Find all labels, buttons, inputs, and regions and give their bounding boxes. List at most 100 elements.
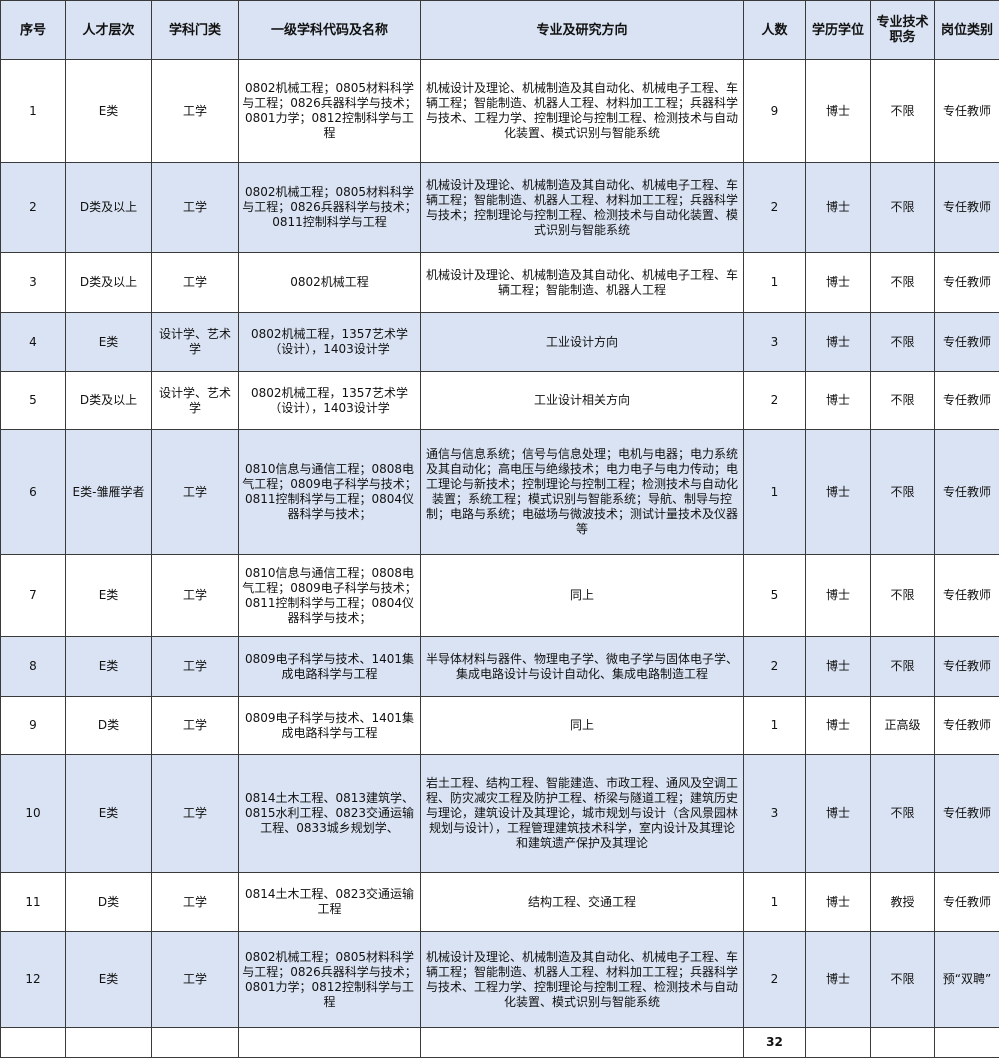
table-row: 1 E类 工学 0802机械工程；0805材料科学与工程；0826兵器科学与技术；08… <box>0 59 999 163</box>
cell-position-type: 专任教师 <box>934 554 999 637</box>
cell-title: 不限 <box>870 312 935 372</box>
cell-discipline-category: 工学 <box>151 931 239 1028</box>
table-row: 5 D类及以上 设计学、艺术学 0802机械工程，1357艺术学（设计），1403设计… <box>0 371 999 430</box>
cell-degree: 博士 <box>805 312 871 372</box>
cell-first-level-discipline: 0814土木工程、0813建筑学、0815水利工程、0823交通运输工程、083… <box>238 754 421 873</box>
cell-title: 不限 <box>870 252 935 313</box>
cell-title: 不限 <box>870 931 935 1028</box>
cell-title: 不限 <box>870 554 935 637</box>
cell-headcount: 3 <box>743 754 806 873</box>
total-row: 32 <box>0 1027 999 1058</box>
cell-degree: 博士 <box>805 252 871 313</box>
cell-specialty-direction: 机械设计及理论、机械制造及其自动化、机械电子工程、车辆工程；智能制造、机器人工程… <box>420 162 744 253</box>
cell-talent-level: D类 <box>65 872 152 932</box>
cell-specialty-direction: 结构工程、交通工程 <box>420 872 744 932</box>
cell-discipline-category: 设计学、艺术学 <box>151 312 239 372</box>
cell-index: 1 <box>0 59 66 163</box>
header-index: 序号 <box>0 0 66 60</box>
empty-cell <box>151 1027 239 1058</box>
header-position-type: 岗位类别 <box>934 0 999 60</box>
cell-index: 4 <box>0 312 66 372</box>
cell-discipline-category: 工学 <box>151 554 239 637</box>
cell-discipline-category: 工学 <box>151 429 239 555</box>
cell-headcount: 1 <box>743 252 806 313</box>
cell-first-level-discipline: 0802机械工程；0805材料科学与工程；0826兵器科学与技术；0811控制科… <box>238 162 421 253</box>
cell-first-level-discipline: 0802机械工程；0805材料科学与工程；0826兵器科学与技术；0801力学；… <box>238 59 421 163</box>
cell-position-type: 专任教师 <box>934 59 999 163</box>
cell-title: 不限 <box>870 754 935 873</box>
cell-degree: 博士 <box>805 636 871 697</box>
cell-position-type: 专任教师 <box>934 162 999 253</box>
cell-headcount: 1 <box>743 429 806 555</box>
cell-discipline-category: 工学 <box>151 252 239 313</box>
cell-specialty-direction: 工业设计相关方向 <box>420 371 744 430</box>
table-row: 7 E类 工学 0810信息与通信工程；0808电气工程；0809电子科学与技术；08… <box>0 554 999 637</box>
cell-title: 不限 <box>870 371 935 430</box>
cell-discipline-category: 工学 <box>151 696 239 755</box>
cell-discipline-category: 工学 <box>151 162 239 253</box>
cell-first-level-discipline: 0802机械工程 <box>238 252 421 313</box>
cell-position-type: 专任教师 <box>934 636 999 697</box>
cell-first-level-discipline: 0814土木工程、0823交通运输工程 <box>238 872 421 932</box>
table-row: 4 E类 设计学、艺术学 0802机械工程，1357艺术学（设计），1403设计学 工业… <box>0 312 999 372</box>
cell-title: 教授 <box>870 872 935 932</box>
cell-position-type: 专任教师 <box>934 252 999 313</box>
cell-degree: 博士 <box>805 371 871 430</box>
cell-specialty-direction: 半导体材料与器件、物理电子学、微电子学与固体电子学、集成电路设计与设计自动化、集… <box>420 636 744 697</box>
table-row: 9 D类 工学 0809电子科学与技术、1401集成电路科学与工程 同上 1 博士 正高级 专任… <box>0 696 999 755</box>
cell-first-level-discipline: 0810信息与通信工程；0808电气工程；0809电子科学与技术；0811控制科… <box>238 554 421 637</box>
cell-discipline-category: 工学 <box>151 872 239 932</box>
table-row: 10 E类 工学 0814土木工程、0813建筑学、0815水利工程、0823交通运输… <box>0 754 999 873</box>
cell-headcount: 9 <box>743 59 806 163</box>
empty-cell <box>805 1027 871 1058</box>
empty-cell <box>934 1027 999 1058</box>
cell-headcount: 3 <box>743 312 806 372</box>
cell-position-type: 专任教师 <box>934 312 999 372</box>
table-row: 3 D类及以上 工学 0802机械工程 机械设计及理论、机械制造及其自动化、机械电子工程… <box>0 252 999 313</box>
cell-first-level-discipline: 0810信息与通信工程；0808电气工程；0809电子科学与技术；0811控制科… <box>238 429 421 555</box>
cell-index: 3 <box>0 252 66 313</box>
empty-cell <box>238 1027 421 1058</box>
cell-specialty-direction: 机械设计及理论、机械制造及其自动化、机械电子工程、车辆工程；智能制造、机器人工程 <box>420 252 744 313</box>
cell-headcount: 2 <box>743 162 806 253</box>
cell-index: 8 <box>0 636 66 697</box>
table-row: 11 D类 工学 0814土木工程、0823交通运输工程 结构工程、交通工程 1 博士 教授专… <box>0 872 999 932</box>
cell-specialty-direction: 岩土工程、结构工程、智能建造、市政工程、通风及空调工程、防灾减灾工程及防护工程、… <box>420 754 744 873</box>
cell-talent-level: E类 <box>65 59 152 163</box>
cell-title: 正高级 <box>870 696 935 755</box>
cell-position-type: 专任教师 <box>934 754 999 873</box>
cell-degree: 博士 <box>805 754 871 873</box>
empty-cell <box>0 1027 66 1058</box>
cell-headcount: 1 <box>743 696 806 755</box>
cell-talent-level: D类及以上 <box>65 162 152 253</box>
header-talent-level: 人才层次 <box>65 0 152 60</box>
cell-index: 11 <box>0 872 66 932</box>
cell-index: 5 <box>0 371 66 430</box>
header-headcount: 人数 <box>743 0 806 60</box>
cell-headcount: 2 <box>743 636 806 697</box>
cell-position-type: 专任教师 <box>934 696 999 755</box>
cell-index: 10 <box>0 754 66 873</box>
cell-first-level-discipline: 0809电子科学与技术、1401集成电路科学与工程 <box>238 636 421 697</box>
cell-degree: 博士 <box>805 162 871 253</box>
header-specialty-direction: 专业及研究方向 <box>420 0 744 60</box>
cell-degree: 博士 <box>805 931 871 1028</box>
cell-position-type: 专任教师 <box>934 429 999 555</box>
cell-discipline-category: 工学 <box>151 754 239 873</box>
table-row: 6 E类-雏雁学者 工学 0810信息与通信工程；0808电气工程；0809电子科学与… <box>0 429 999 555</box>
header-title: 专业技术职务 <box>870 0 935 60</box>
cell-index: 6 <box>0 429 66 555</box>
cell-first-level-discipline: 0809电子科学与技术、1401集成电路科学与工程 <box>238 696 421 755</box>
cell-specialty-direction: 同上 <box>420 554 744 637</box>
cell-title: 不限 <box>870 59 935 163</box>
cell-talent-level: E类 <box>65 312 152 372</box>
cell-headcount: 2 <box>743 371 806 430</box>
cell-degree: 博士 <box>805 429 871 555</box>
cell-position-type: 专任教师 <box>934 371 999 430</box>
cell-first-level-discipline: 0802机械工程，1357艺术学（设计），1403设计学 <box>238 371 421 430</box>
cell-first-level-discipline: 0802机械工程；0805材料科学与工程；0826兵器科学与技术；0801力学；… <box>238 931 421 1028</box>
cell-index: 12 <box>0 931 66 1028</box>
cell-degree: 博士 <box>805 872 871 932</box>
cell-position-type: 专任教师 <box>934 872 999 932</box>
cell-headcount: 1 <box>743 872 806 932</box>
